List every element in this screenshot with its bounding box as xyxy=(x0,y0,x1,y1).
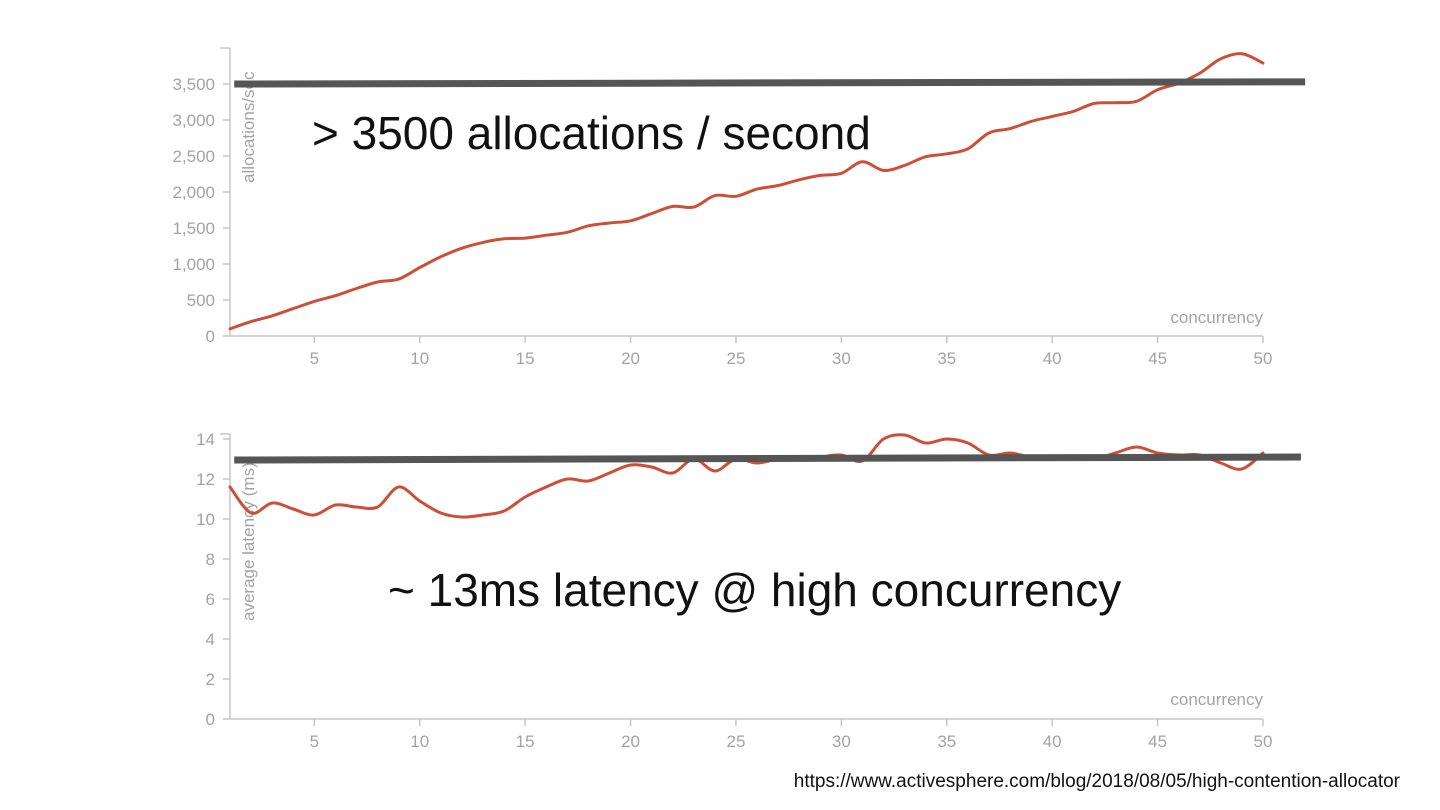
allocations-x-tick-label: 20 xyxy=(621,349,640,368)
allocations-x-tick-label: 35 xyxy=(937,349,956,368)
allocations-y-tick-label: 1,000 xyxy=(172,255,215,274)
latency-x-tick-label: 45 xyxy=(1148,732,1167,751)
latency-reference-line xyxy=(234,453,1301,464)
allocations-x-ticks: 5 10 15 20 25 30 35 40 45 50 xyxy=(310,336,1273,368)
latency-y-tick-label: 10 xyxy=(196,510,215,529)
latency-series-line xyxy=(228,433,1265,519)
allocations-y-tick-label: 3,000 xyxy=(172,111,215,130)
allocations-x-axis-title: concurrency xyxy=(1170,308,1263,327)
latency-y-tick-label: 0 xyxy=(206,710,215,729)
latency-y-tick-label: 14 xyxy=(196,430,215,449)
latency-y-tick-label: 12 xyxy=(196,470,215,489)
allocations-annotation: > 3500 allocations / second xyxy=(312,107,871,159)
latency-y-tick-label: 8 xyxy=(206,550,215,569)
source-url: https://www.activesphere.com/blog/2018/0… xyxy=(794,771,1401,792)
latency-x-tick-label: 25 xyxy=(726,732,745,751)
allocations-y-tick-label: 2,500 xyxy=(172,147,215,166)
allocations-y-tick-label: 3,500 xyxy=(172,75,215,94)
allocations-x-tick-label: 40 xyxy=(1043,349,1062,368)
allocations-x-tick-label: 50 xyxy=(1254,349,1273,368)
latency-x-ticks: 5 10 15 20 25 30 35 40 45 50 xyxy=(310,719,1273,751)
allocations-x-tick-label: 25 xyxy=(726,349,745,368)
allocations-series-line xyxy=(228,52,1265,331)
latency-x-axis-title: concurrency xyxy=(1170,690,1263,709)
latency-y-tick-label: 4 xyxy=(206,630,215,649)
allocations-x-tick-label: 30 xyxy=(832,349,851,368)
latency-y-tick-label: 6 xyxy=(206,590,215,609)
allocations-y-axis-title: allocations/sec xyxy=(239,71,258,183)
latency-chart: 0 2 4 6 8 10 12 14 5 10 15 20 25 30 35 40 45 50 average … xyxy=(196,430,1301,751)
latency-y-tick-label: 2 xyxy=(206,670,215,689)
allocations-x-tick-label: 10 xyxy=(410,349,429,368)
allocations-x-tick-label: 45 xyxy=(1148,349,1167,368)
latency-x-tick-label: 5 xyxy=(310,732,319,751)
latency-x-tick-label: 30 xyxy=(832,732,851,751)
latency-y-ticks: 0 2 4 6 8 10 12 14 xyxy=(196,430,230,729)
allocations-y-ticks: 0 500 1,000 1,500 2,000 2,500 3,000 3,500 xyxy=(172,47,230,346)
latency-x-tick-label: 40 xyxy=(1043,732,1062,751)
allocations-y-tick-label: 0 xyxy=(206,327,215,346)
latency-x-tick-label: 15 xyxy=(516,732,535,751)
latency-x-tick-label: 10 xyxy=(410,732,429,751)
latency-annotation: ~ 13ms latency @ high concurrency xyxy=(388,564,1121,616)
latency-x-tick-label: 50 xyxy=(1254,732,1273,751)
allocations-y-tick-label: 500 xyxy=(187,291,215,310)
allocations-y-tick-label: 1,500 xyxy=(172,219,215,238)
latency-y-axis-title: average latency (ms) xyxy=(239,462,258,621)
latency-x-tick-label: 35 xyxy=(937,732,956,751)
latency-x-tick-label: 20 xyxy=(621,732,640,751)
allocations-reference-line xyxy=(234,78,1306,88)
allocations-x-tick-label: 5 xyxy=(310,349,319,368)
allocations-y-tick-label: 2,000 xyxy=(172,183,215,202)
allocations-chart: 0 500 1,000 1,500 2,000 2,500 3,000 3,500 5 10 15… xyxy=(172,47,1306,368)
allocations-x-tick-label: 15 xyxy=(516,349,535,368)
